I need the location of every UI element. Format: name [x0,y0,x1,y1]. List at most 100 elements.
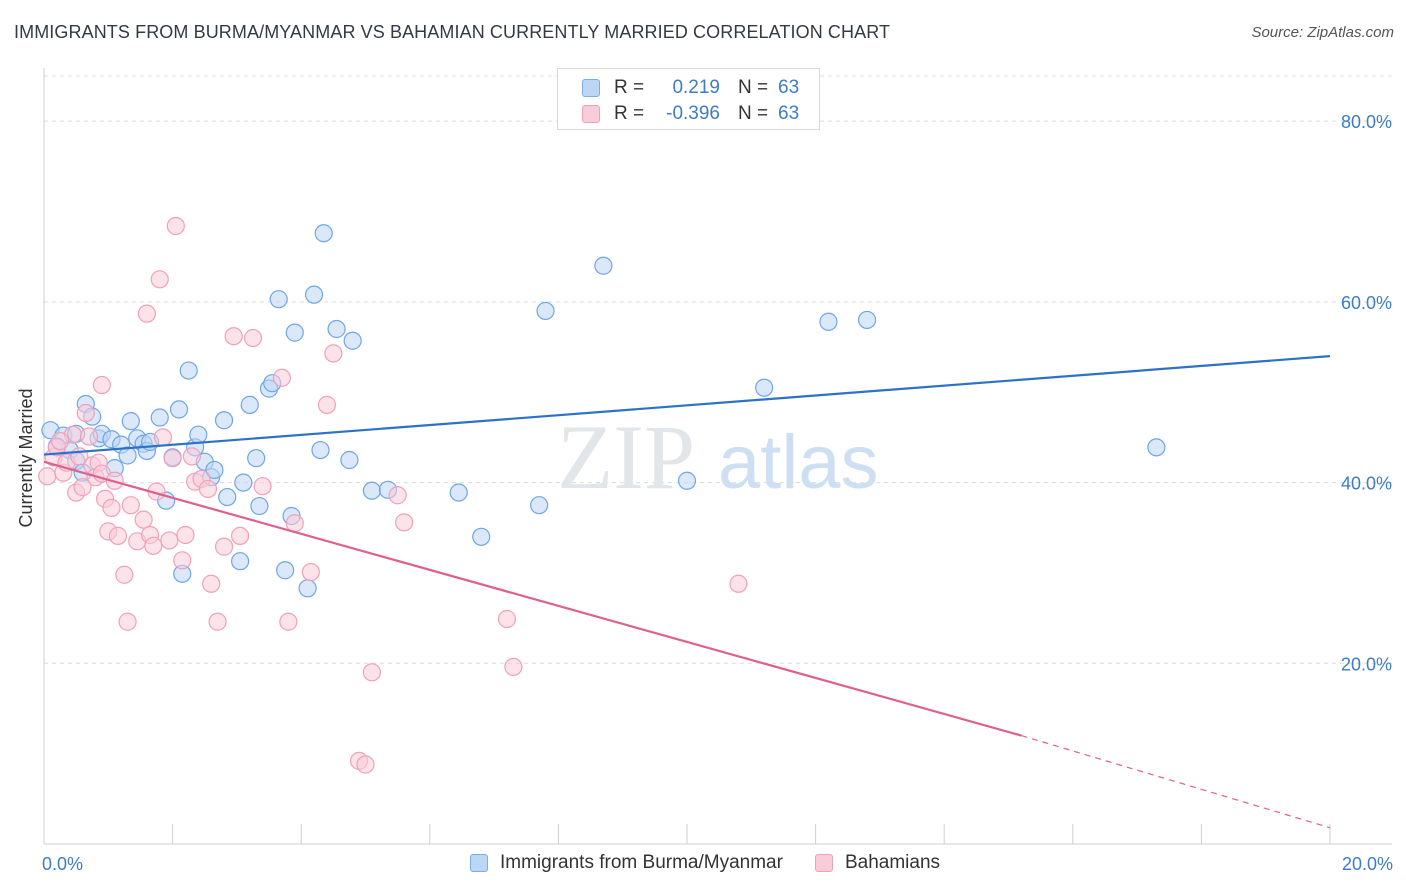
point-bahamians [504,657,523,677]
trend-extension-bahamians [1021,735,1331,829]
point-burma [276,561,295,580]
point-bahamians [134,510,153,529]
point-bahamians [166,216,185,236]
series-legend: Immigrants from Burma/Myanmar Bahamians [470,852,972,874]
point-bahamians [176,525,195,545]
point-bahamians [729,574,748,593]
legend-r-label: R = [614,103,645,124]
point-burma [231,552,250,571]
point-bahamians [108,526,128,545]
axes [43,68,1392,845]
legend-n-value: 63 [778,103,800,124]
point-bahamians [285,514,304,533]
point-burma [1147,438,1166,457]
point-bahamians [92,375,111,395]
point-bahamians [73,478,92,497]
point-burma [247,449,266,468]
point-burma [677,471,697,490]
point-burma [449,483,468,502]
y-tick-label: 80.0% [1341,112,1392,132]
watermark-atlas: atlas [718,420,879,505]
point-bahamians [279,612,298,631]
point-burma [327,319,346,339]
point-bahamians [118,612,137,631]
point-bahamians [243,328,263,348]
y-tick-label: 20.0% [1341,654,1392,674]
point-bahamians [301,562,320,582]
trend-lines [43,354,1331,829]
point-bahamians [208,612,227,631]
point-burma [169,400,189,419]
x-tick-label: 0.0% [42,854,83,874]
point-burma [304,285,324,304]
y-axis-label: Currently Married [16,388,36,527]
point-bahamians [79,427,99,446]
point-burma [269,290,288,309]
y-tick-label: 60.0% [1341,293,1392,313]
point-bahamians [182,447,201,466]
legend-n-value: 63 [778,77,800,98]
legend-label-bahamians: Bahamians [844,852,941,873]
point-bahamians [388,486,407,505]
point-bahamians [324,344,343,363]
legend-r-label: R = [614,77,645,98]
legend-row-burma: R = 0.219 N = 63 [582,76,799,100]
grid-lines [44,75,1392,664]
legend-label-burma: Immigrants from Burma/Myanmar [500,852,783,873]
point-burma [857,310,877,330]
point-bahamians [76,403,95,423]
point-bahamians [160,531,179,550]
point-bahamians [394,513,414,532]
legend-swatch-bahamians [814,854,833,872]
point-bahamians [144,536,163,555]
point-bahamians [317,395,337,414]
point-burma [530,496,549,515]
correlation-legend: R = 0.219 N = 63 R = -0.396 N = 63 [557,68,820,130]
point-burma [536,301,555,321]
point-burma [205,460,224,480]
point-bahamians [50,431,70,451]
point-bahamians [224,327,243,346]
point-bahamians [356,755,375,774]
y-tick-label: 40.0% [1341,474,1392,494]
point-burma [240,395,259,414]
chart-title: IMMIGRANTS FROM BURMA/MYANMAR VS BAHAMIA… [14,22,891,42]
point-burma [121,412,140,431]
point-burma [314,224,333,243]
point-burma [218,487,237,507]
point-burma [819,312,838,331]
point-bahamians [150,270,169,289]
point-bahamians [153,428,173,447]
point-burma [298,579,317,598]
point-bahamians [173,551,192,570]
point-burma [189,425,208,444]
legend-item-bahamians: Bahamians [814,852,941,874]
point-burma [285,323,304,342]
point-bahamians [102,498,121,517]
point-bahamians [137,304,156,323]
point-bahamians [202,574,221,593]
legend-swatch-bahamians [582,105,600,123]
x-tick-label: 20.0% [1342,854,1393,874]
point-bahamians [198,479,218,499]
legend-r-value: 0.219 [672,77,720,98]
point-bahamians [497,609,517,629]
point-burma [118,446,137,465]
point-burma [594,256,613,275]
legend-n-label: N = [738,77,769,98]
point-bahamians [121,496,140,515]
point-burma [343,331,362,350]
legend-item-burma: Immigrants from Burma/Myanmar [470,852,783,874]
point-burma [340,450,359,470]
point-bahamians [362,663,382,682]
legend-r-value: -0.396 [666,103,720,124]
point-burma [472,527,491,546]
point-burma [214,411,234,430]
tick-labels: 20.0% 40.0% 60.0% 80.0% 0.0% 20.0% [42,112,1393,874]
watermark: ZIP atlas [557,406,879,508]
legend-n-label: N = [738,103,769,124]
point-burma [250,496,269,516]
point-bahamians [163,449,182,468]
trend-line-burma [43,354,1331,456]
